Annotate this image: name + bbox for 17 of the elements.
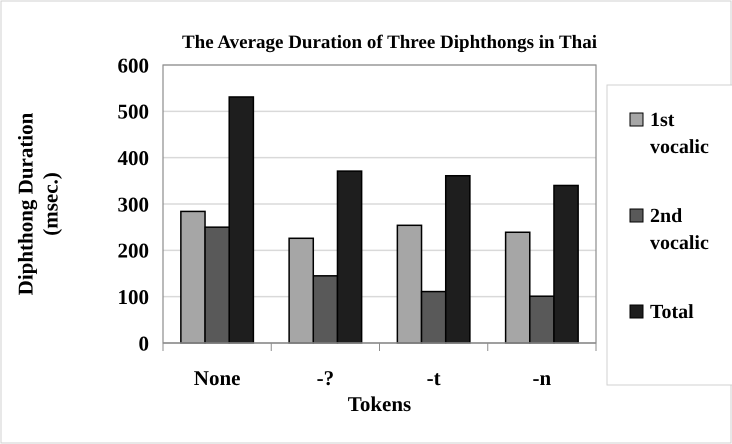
legend-label: 1st vocalic: [650, 109, 709, 158]
y-tick-label: 500: [118, 100, 149, 124]
legend-label: Total: [650, 301, 694, 323]
y-tick-label: 100: [118, 285, 149, 310]
y-tick-label: 0: [138, 331, 149, 356]
x-axis-title: Tokens: [348, 392, 412, 416]
legend-label: 2nd vocalic: [650, 205, 709, 254]
x-tick-label: -t: [426, 366, 441, 390]
y-axis-title: Diphthong Duration (msec.): [14, 112, 62, 296]
x-tick-label: None: [194, 366, 240, 390]
y-tick-label: 200: [118, 238, 149, 263]
x-tick-label: -n: [532, 366, 552, 390]
y-tick-label: 400: [118, 146, 149, 170]
x-tick-label: -?: [316, 366, 334, 390]
y-tick-label: 300: [118, 192, 149, 216]
chart-title: The Average Duration of Three Diphthongs in Thai: [182, 32, 598, 53]
y-tick-label: 600: [118, 53, 149, 78]
